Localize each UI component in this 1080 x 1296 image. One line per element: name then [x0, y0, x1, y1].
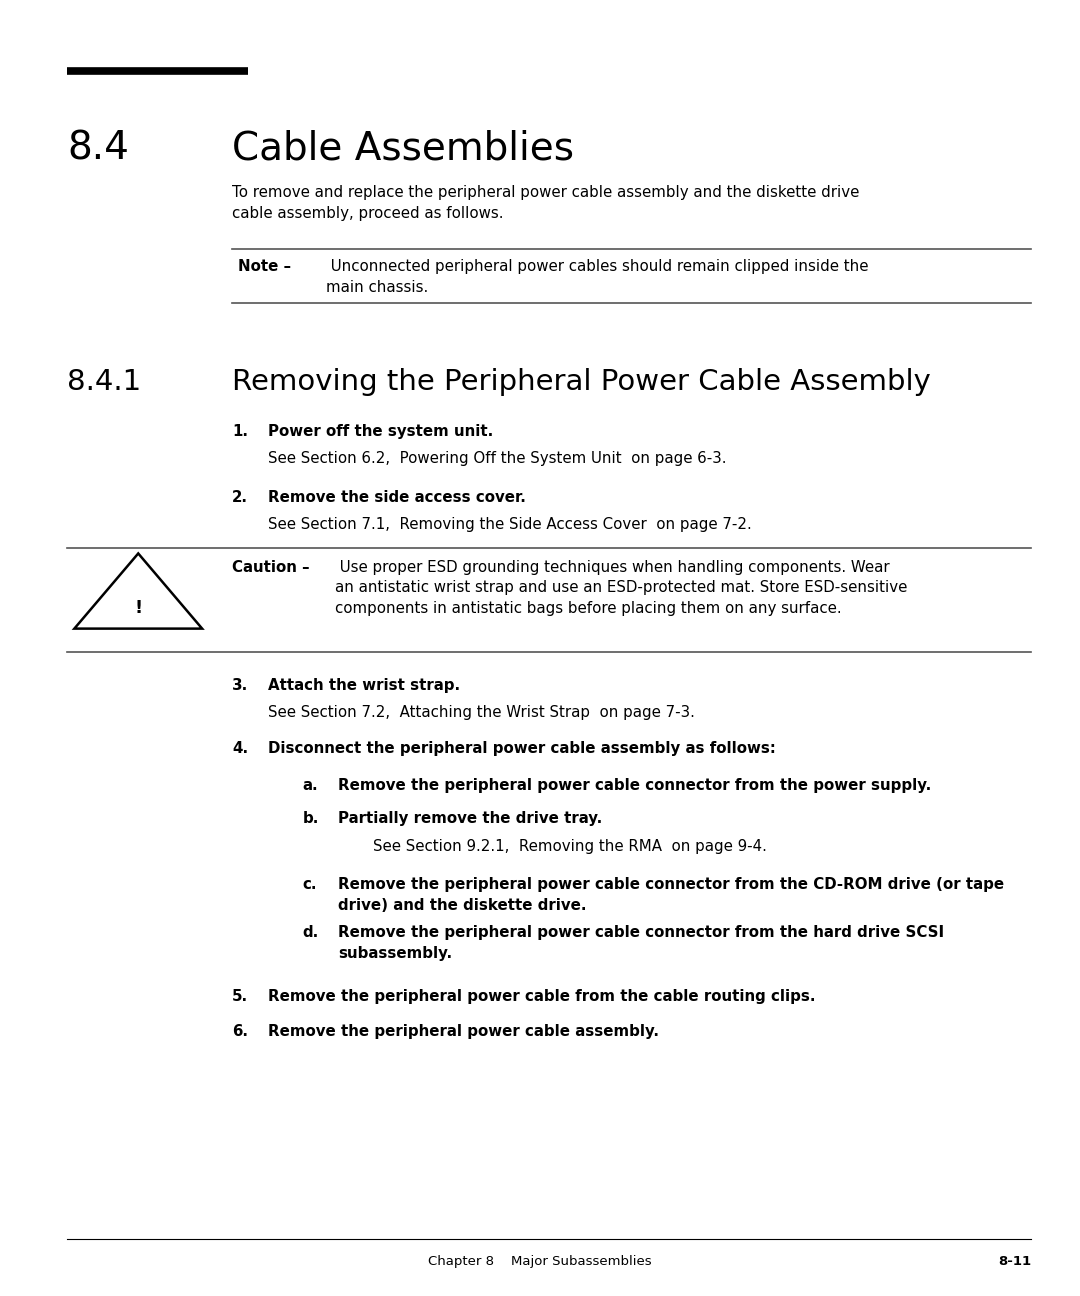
Text: 6.: 6. — [232, 1024, 248, 1039]
Text: 8.4: 8.4 — [67, 130, 129, 167]
Text: Note –: Note – — [238, 259, 291, 275]
Text: Remove the peripheral power cable connector from the power supply.: Remove the peripheral power cable connec… — [338, 778, 931, 793]
Text: Remove the peripheral power cable connector from the hard drive SCSI
subassembly: Remove the peripheral power cable connec… — [338, 925, 944, 960]
Text: See Section 6.2,  Powering Off the System Unit  on page 6-3.: See Section 6.2, Powering Off the System… — [268, 451, 727, 467]
Text: Power off the system unit.: Power off the system unit. — [268, 424, 494, 439]
Text: See Section 7.1,  Removing the Side Access Cover  on page 7-2.: See Section 7.1, Removing the Side Acces… — [268, 517, 752, 533]
Text: Partially remove the drive tray.: Partially remove the drive tray. — [338, 811, 603, 827]
Text: See Section 9.2.1,  Removing the RMA  on page 9-4.: See Section 9.2.1, Removing the RMA on p… — [373, 839, 767, 854]
Text: Attach the wrist strap.: Attach the wrist strap. — [268, 678, 460, 693]
Text: 1.: 1. — [232, 424, 248, 439]
Text: 8-11: 8-11 — [998, 1255, 1031, 1267]
Text: Unconnected peripheral power cables should remain clipped inside the
main chassi: Unconnected peripheral power cables shou… — [326, 259, 868, 294]
Text: Removing the Peripheral Power Cable Assembly: Removing the Peripheral Power Cable Asse… — [232, 368, 931, 397]
Text: Chapter 8    Major Subassemblies: Chapter 8 Major Subassemblies — [428, 1255, 652, 1267]
Text: Remove the peripheral power cable assembly.: Remove the peripheral power cable assemb… — [268, 1024, 659, 1039]
Text: b.: b. — [302, 811, 319, 827]
Text: See Section 7.2,  Attaching the Wrist Strap  on page 7-3.: See Section 7.2, Attaching the Wrist Str… — [268, 705, 694, 721]
Text: 2.: 2. — [232, 490, 248, 505]
Text: 8.4.1: 8.4.1 — [67, 368, 141, 397]
Text: Remove the peripheral power cable connector from the CD-ROM drive (or tape
drive: Remove the peripheral power cable connec… — [338, 877, 1004, 912]
Text: 3.: 3. — [232, 678, 248, 693]
Text: Remove the side access cover.: Remove the side access cover. — [268, 490, 526, 505]
Text: Caution –: Caution – — [232, 560, 310, 575]
Text: Use proper ESD grounding techniques when handling components. Wear
an antistatic: Use proper ESD grounding techniques when… — [335, 560, 907, 616]
Text: d.: d. — [302, 925, 319, 941]
Text: c.: c. — [302, 877, 316, 893]
Text: Cable Assemblies: Cable Assemblies — [232, 130, 575, 167]
Text: 5.: 5. — [232, 989, 248, 1004]
Text: Remove the peripheral power cable from the cable routing clips.: Remove the peripheral power cable from t… — [268, 989, 815, 1004]
Text: !: ! — [134, 599, 143, 617]
Text: Disconnect the peripheral power cable assembly as follows:: Disconnect the peripheral power cable as… — [268, 741, 775, 757]
Text: To remove and replace the peripheral power cable assembly and the diskette drive: To remove and replace the peripheral pow… — [232, 185, 860, 220]
Text: 4.: 4. — [232, 741, 248, 757]
Text: a.: a. — [302, 778, 318, 793]
